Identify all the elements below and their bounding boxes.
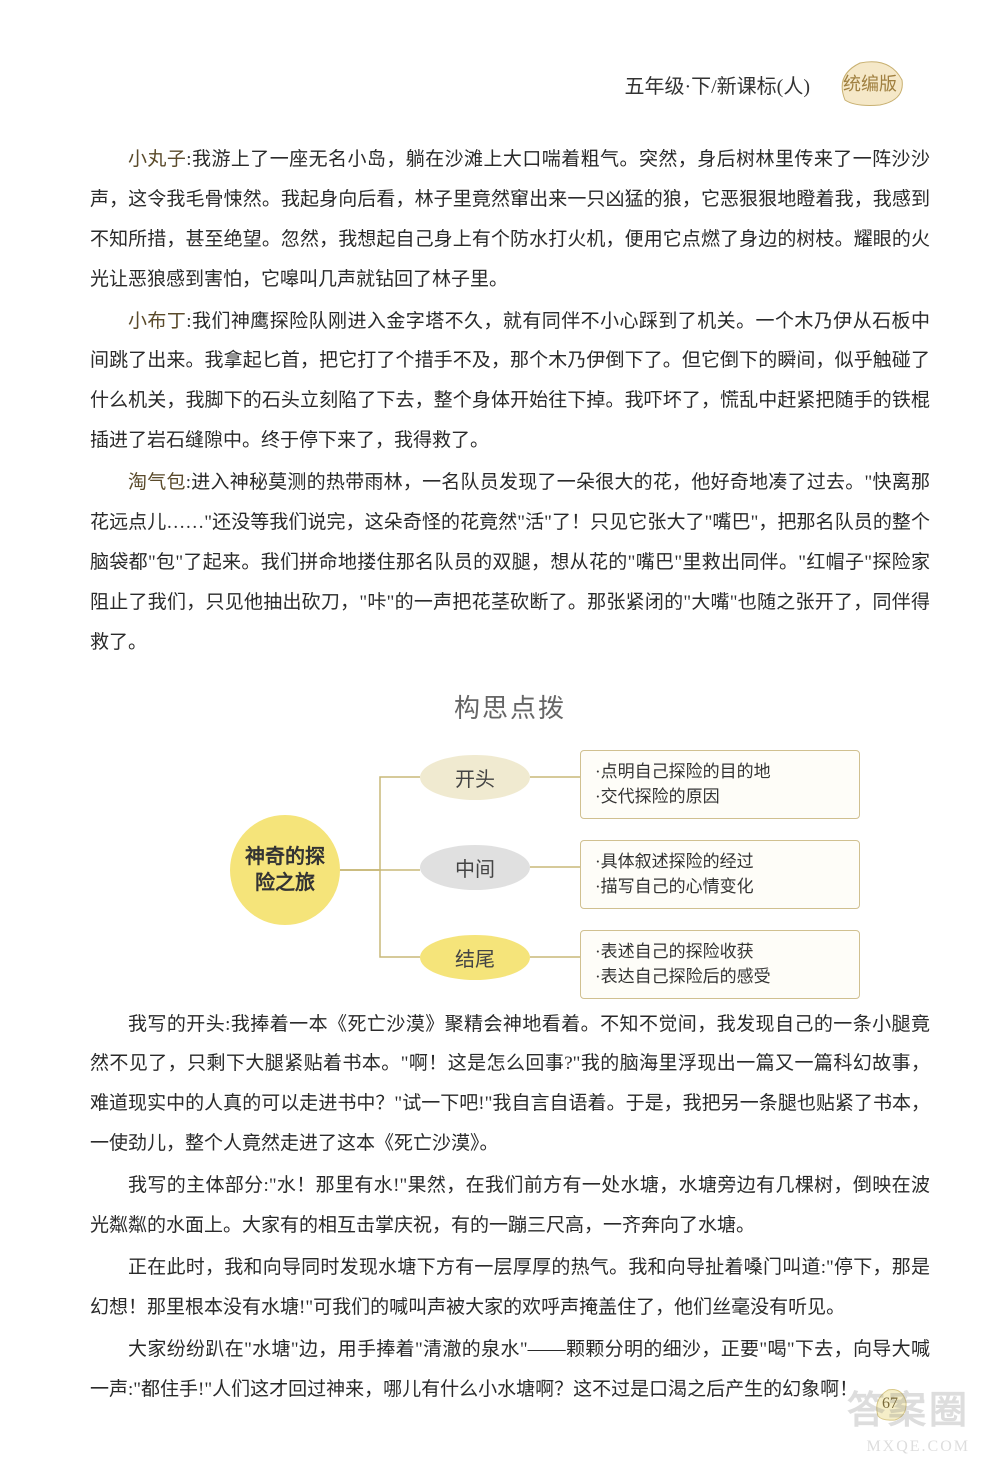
mind-map-diagram: 神奇的探险之旅 开头 ·点明自己探险的目的地·交代探险的原因中间 ·具体叙述探险的经… [90, 745, 930, 985]
desc-line: ·交代探险的原因 [595, 784, 845, 810]
hub-label: 神奇的探险之旅 [245, 844, 325, 896]
diagram-node: 开头 [420, 755, 530, 800]
diagram-desc-box: ·表述自己的探险收获·表达自己探险后的感受 [580, 930, 860, 999]
page-header: 五年级·下/新课标(人) 统编版 [90, 50, 930, 120]
dialogue-paragraph: 淘气包:进入神秘莫测的热带雨林，一名队员发现了一朵很大的花，他好奇地凑了过去。"… [90, 463, 930, 662]
body-paragraph: 我写的主体部分:"水！那里有水!"果然，在我们前方有一处水塘，水塘旁边有几棵树，… [90, 1166, 930, 1246]
dialogue-paragraph: 小丸子:我游上了一座无名小岛，躺在沙滩上大口喘着粗气。突然，身后树林里传来了一阵… [90, 140, 930, 300]
dialogue-paragraph: 小布丁:我们神鹰探险队刚进入金字塔不久，就有同伴不小心踩到了机关。一个木乃伊从石… [90, 302, 930, 462]
diagram-node: 结尾 [420, 935, 530, 980]
body-section: 我写的开头:我捧着一本《死亡沙漠》聚精会神地看着。不知不觉间，我发现自己的一条小… [90, 1005, 930, 1410]
watermark-url: MXQE.COM [866, 1438, 970, 1456]
badge-label: 统编版 [843, 70, 897, 96]
edition-badge: 统编版 [830, 55, 910, 110]
diagram-desc-box: ·具体叙述探险的经过·描写自己的心情变化 [580, 840, 860, 909]
desc-line: ·描写自己的心情变化 [595, 874, 845, 900]
diagram-node: 中间 [420, 845, 530, 890]
section-title: 构思点拨 [90, 688, 930, 725]
speaker-name: 小布丁 [128, 311, 186, 332]
speaker-name: 淘气包 [128, 472, 186, 493]
watermark-main: 答案圈 [847, 1379, 970, 1434]
speaker-name: 小丸子 [128, 149, 186, 170]
dialogue-text: :我游上了一座无名小岛，躺在沙滩上大口喘着粗气。突然，身后树林里传来了一阵沙沙声… [90, 149, 930, 290]
body-paragraph: 大家纷纷趴在"水塘"边，用手捧着"清澈的泉水"——颗颗分明的细沙，正要"喝"下去… [90, 1330, 930, 1410]
diagram-hub: 神奇的探险之旅 [230, 815, 340, 925]
desc-line: ·点明自己探险的目的地 [595, 759, 845, 785]
grade-label: 五年级·下/新课标(人) [624, 70, 810, 99]
desc-line: ·表达自己探险后的感受 [595, 964, 845, 990]
body-paragraph: 正在此时，我和向导同时发现水塘下方有一层厚厚的热气。我和向导扯着嗓门叫道:"停下… [90, 1248, 930, 1328]
dialogues-section: 小丸子:我游上了一座无名小岛，躺在沙滩上大口喘着粗气。突然，身后树林里传来了一阵… [90, 140, 930, 663]
body-paragraph: 我写的开头:我捧着一本《死亡沙漠》聚精会神地看着。不知不觉间，我发现自己的一条小… [90, 1005, 930, 1165]
desc-line: ·表述自己的探险收获 [595, 939, 845, 965]
desc-line: ·具体叙述探险的经过 [595, 849, 845, 875]
dialogue-text: :进入神秘莫测的热带雨林，一名队员发现了一朵很大的花，他好奇地凑了过去。"快离那… [90, 472, 930, 653]
page-number-text: 67 [882, 1395, 898, 1413]
dialogue-text: :我们神鹰探险队刚进入金字塔不久，就有同伴不小心踩到了机关。一个木乃伊从石板中间… [90, 311, 930, 452]
diagram-desc-box: ·点明自己探险的目的地·交代探险的原因 [580, 750, 860, 819]
